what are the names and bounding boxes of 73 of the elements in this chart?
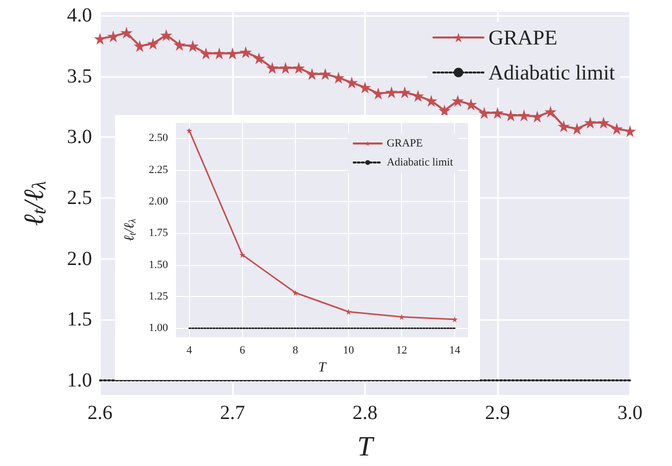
y-tick-label: 1.50 [148, 258, 168, 271]
point [531, 110, 544, 123]
y-axis-title: ℓt/ℓλ [18, 180, 50, 226]
y-tick-label: 2.00 [148, 196, 168, 208]
point [332, 72, 344, 84]
point [280, 62, 292, 74]
x-axis-title: T [357, 432, 376, 462]
y-tick-label: 1.0 [67, 369, 92, 392]
point [120, 26, 132, 39]
point [372, 87, 384, 100]
legend-label: GRAPE [488, 26, 558, 50]
point [292, 290, 298, 296]
point [346, 308, 352, 315]
point [518, 109, 530, 122]
point [478, 106, 490, 119]
y-tick-label: 1.75 [148, 227, 168, 240]
x-tick-label: 3.0 [618, 402, 642, 424]
y-tick-label: 3.5 [67, 65, 92, 88]
y-tick-label: 4.0 [67, 4, 92, 27]
point [200, 47, 212, 60]
point [306, 68, 318, 80]
point [624, 125, 636, 138]
point [266, 62, 278, 74]
y-tick-label: 2.25 [148, 164, 168, 176]
point [452, 94, 464, 107]
x-tick-label: 2.9 [485, 402, 510, 424]
legend-label: Adiabatic limit [488, 60, 616, 84]
point [359, 81, 371, 94]
x-tick-label: 2.8 [352, 402, 378, 424]
x-tick-label: 6 [240, 344, 246, 357]
point [186, 128, 192, 134]
point [610, 122, 623, 135]
point [253, 52, 265, 64]
point [558, 120, 570, 132]
point [292, 62, 305, 74]
point [598, 116, 610, 129]
x-tick-label: 12 [396, 344, 408, 357]
point [107, 30, 120, 42]
point [438, 104, 450, 116]
y-tick-label: 1.25 [148, 290, 168, 303]
y-tick-label: 1.5 [67, 308, 92, 331]
point [492, 106, 504, 119]
y-tick-label: 1.00 [148, 322, 168, 334]
x-tick-label: 4 [186, 344, 192, 357]
point [425, 94, 438, 107]
point [239, 252, 246, 258]
x-tick-label: 8 [292, 344, 299, 357]
point [544, 106, 556, 118]
point [584, 116, 596, 129]
point [398, 86, 411, 98]
y-tick-label: 3.0 [67, 126, 92, 148]
point [319, 68, 332, 80]
x-tick-label: 14 [449, 344, 461, 357]
x-axis-title: T [318, 360, 328, 376]
point [412, 90, 424, 102]
point [160, 29, 172, 42]
x-tick-label: 2.7 [220, 402, 245, 424]
point [240, 46, 252, 58]
y-tick-label: 2.0 [67, 248, 92, 270]
point [213, 47, 226, 60]
point [147, 38, 159, 50]
point [186, 40, 199, 52]
point [174, 38, 186, 51]
x-tick-label: 10 [343, 344, 355, 357]
point [465, 98, 477, 110]
y-tick-label: 2.50 [148, 132, 168, 144]
point [346, 76, 358, 89]
x-tick-label: 2.6 [88, 402, 112, 424]
legend-label: GRAPE [386, 138, 424, 150]
y-axis-title: ℓt/ℓλ [122, 218, 138, 242]
legend-label: Adiabatic limit [386, 156, 454, 168]
point [386, 86, 398, 98]
y-tick-label: 2.5 [67, 187, 92, 210]
